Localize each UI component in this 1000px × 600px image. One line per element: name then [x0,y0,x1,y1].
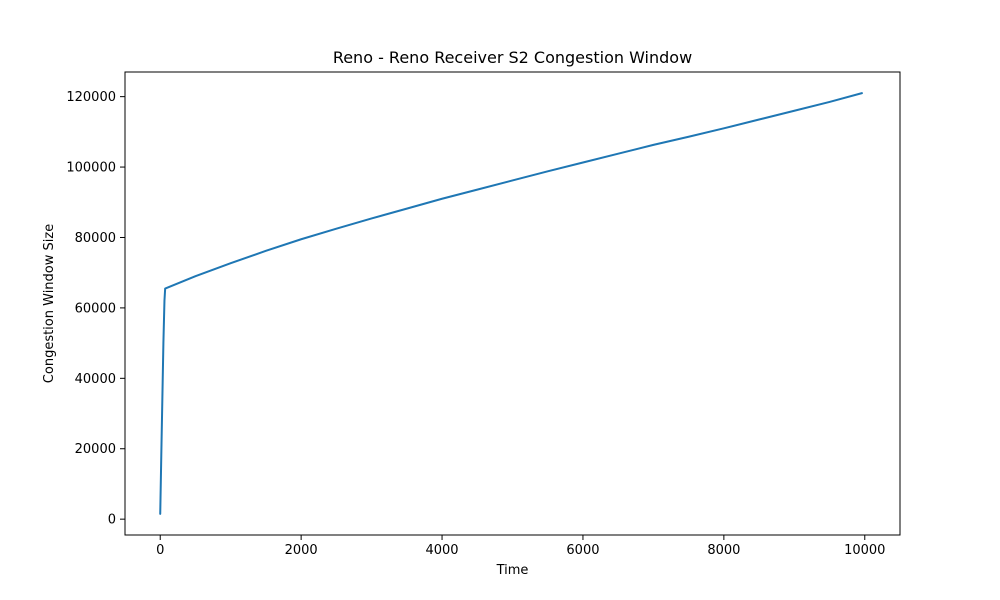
x-tick-label: 4000 [425,543,458,558]
series-layer [159,92,863,515]
y-tick-label: 100000 [66,161,116,176]
plot-area-frame [124,71,901,536]
x-tick-label: 2000 [285,543,318,558]
y-tick-label: 120000 [66,90,116,105]
y-axis-label: Congestion Window Size [42,224,57,383]
x-tick-label: 6000 [566,543,599,558]
y-tick-label: 80000 [75,231,116,246]
chart-title: Reno - Reno Receiver S2 Congestion Windo… [333,48,692,67]
x-tick-label: 8000 [707,543,740,558]
series-line [159,92,863,515]
y-axis-ticks: 0 20000 40000 60000 80000 100000 120000 [66,90,125,528]
y-tick-label: 20000 [75,442,116,457]
y-tick-label: 40000 [75,372,116,387]
x-tick-label: 10000 [844,543,885,558]
x-tick-label: 0 [156,543,164,558]
y-tick-label: 0 [108,513,116,528]
x-axis-ticks: 0 2000 4000 6000 8000 10000 [156,535,885,558]
x-axis-label: Time [496,563,529,578]
y-tick-label: 60000 [75,301,116,316]
